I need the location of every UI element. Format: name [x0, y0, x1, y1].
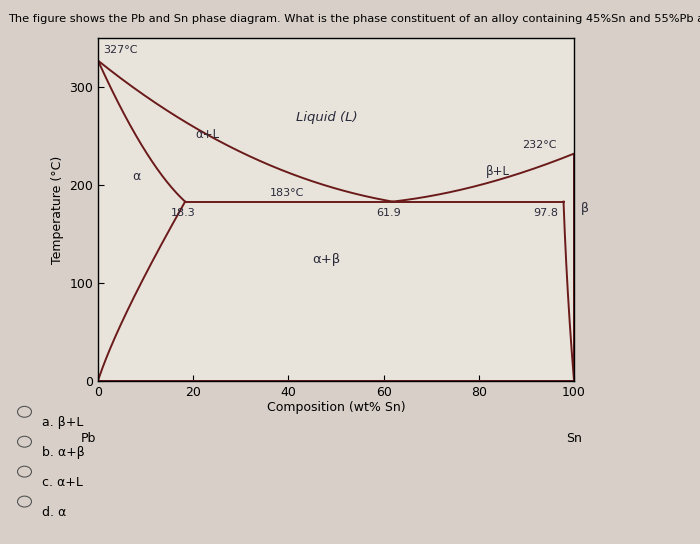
Text: 97.8: 97.8: [533, 208, 558, 219]
Text: b. α+β: b. α+β: [42, 446, 85, 459]
Text: α+β: α+β: [312, 254, 341, 267]
Text: d. α: d. α: [42, 506, 66, 519]
Text: α+L: α+L: [195, 128, 220, 141]
Text: Pb: Pb: [80, 431, 96, 444]
Text: 18.3: 18.3: [172, 208, 196, 219]
Text: β+L: β+L: [486, 165, 510, 178]
Text: 183°C: 183°C: [270, 188, 304, 197]
Text: 61.9: 61.9: [376, 208, 400, 219]
Text: β: β: [581, 202, 589, 215]
Text: c. α+L: c. α+L: [42, 476, 83, 489]
Text: 232°C: 232°C: [522, 140, 556, 150]
Text: α: α: [132, 170, 140, 183]
Text: Liquid (L): Liquid (L): [295, 112, 357, 125]
X-axis label: Composition (wt% Sn): Composition (wt% Sn): [267, 401, 405, 415]
Text: a. β+L: a. β+L: [42, 416, 83, 429]
Text: 327°C: 327°C: [103, 45, 137, 55]
Text: The figure shows the Pb and Sn phase diagram. What is the phase constituent of a: The figure shows the Pb and Sn phase dia…: [8, 14, 700, 23]
Text: Sn: Sn: [566, 431, 582, 444]
Y-axis label: Temperature (°C): Temperature (°C): [50, 156, 64, 263]
